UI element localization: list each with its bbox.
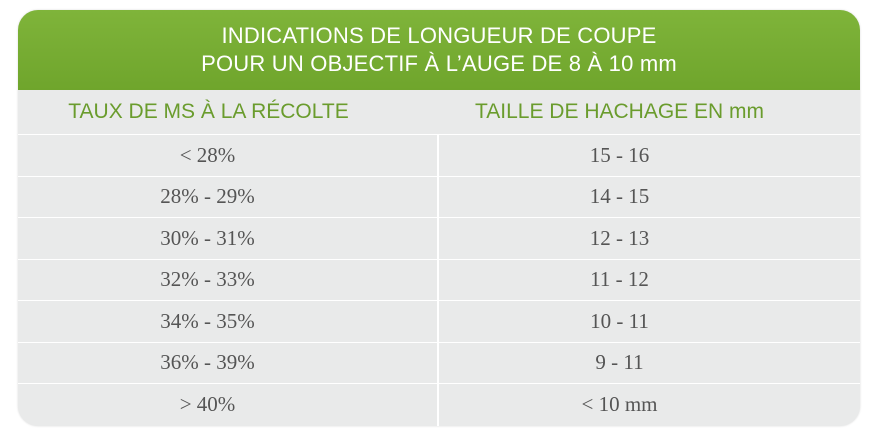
table-row: 30% - 31% 12 - 13 [18,218,860,260]
title-line-2: POUR UN OBJECTIF À L’AUGE DE 8 À 10 mm [201,51,677,76]
table-row: 36% - 39% 9 - 11 [18,342,860,384]
cut-length-table: INDICATIONS DE LONGUEUR DE COUPE POUR UN… [18,10,860,426]
chop-size-cell: < 10 mm [581,392,658,417]
dry-matter-cell: 28% - 29% [18,176,439,217]
dry-matter-cell: 34% - 35% [18,301,439,342]
chop-size-cell: 10 - 11 [590,308,649,333]
chop-size-cell: 9 - 11 [595,350,644,375]
dry-matter-cell: 30% - 31% [18,218,439,259]
column-headers: TAUX DE MS À LA RÉCOLTE TAILLE DE HACHAG… [18,90,860,135]
chop-size-cell: 14 - 15 [589,184,650,209]
table-row: > 40% < 10 mm [18,384,860,426]
column-header-dry-matter: TAUX DE MS À LA RÉCOLTE [68,100,349,123]
table-row: 34% - 35% 10 - 11 [18,301,860,343]
chop-size-cell: 11 - 12 [590,267,649,292]
title-line-1: INDICATIONS DE LONGUEUR DE COUPE [221,23,657,48]
dry-matter-cell: 32% - 33% [18,259,439,300]
table-row: < 28% 15 - 16 [18,135,860,177]
table-row: 32% - 33% 11 - 12 [18,259,860,301]
chop-size-cell: 15 - 16 [589,142,650,167]
chop-size-cell: 12 - 13 [589,225,650,250]
table-title: INDICATIONS DE LONGUEUR DE COUPE POUR UN… [18,10,860,90]
column-header-chop-size: TAILLE DE HACHAGE EN mm [475,100,764,123]
table-row: 28% - 29% 14 - 15 [18,176,860,218]
table-body: < 28% 15 - 16 28% - 29% 14 - 15 30% - 31… [18,135,860,426]
dry-matter-cell: 36% - 39% [18,342,439,383]
dry-matter-cell: < 28% [18,135,439,176]
dry-matter-cell: > 40% [18,384,439,426]
